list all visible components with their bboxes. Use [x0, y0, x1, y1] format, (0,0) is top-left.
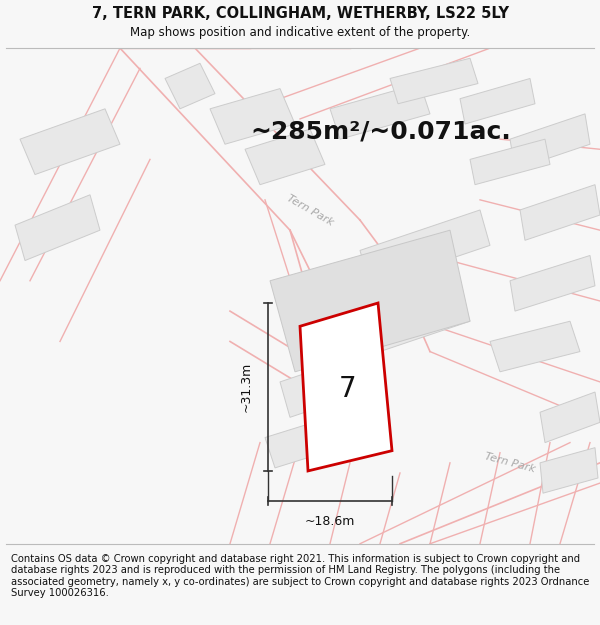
Polygon shape [540, 448, 598, 493]
Polygon shape [210, 89, 295, 144]
Text: ~18.6m: ~18.6m [305, 515, 355, 528]
Polygon shape [470, 139, 550, 184]
Polygon shape [510, 114, 590, 169]
Text: ~31.3m: ~31.3m [239, 362, 253, 412]
Text: Tern Park: Tern Park [484, 451, 536, 474]
Polygon shape [270, 230, 470, 372]
Text: 7: 7 [339, 375, 357, 403]
Polygon shape [460, 79, 535, 124]
Polygon shape [330, 84, 430, 139]
Text: Tern Park: Tern Park [285, 192, 335, 228]
Polygon shape [265, 418, 340, 468]
Polygon shape [300, 303, 392, 471]
Polygon shape [490, 321, 580, 372]
Polygon shape [520, 184, 600, 240]
Polygon shape [15, 195, 100, 261]
Polygon shape [280, 357, 365, 418]
Polygon shape [510, 256, 595, 311]
Text: Contains OS data © Crown copyright and database right 2021. This information is : Contains OS data © Crown copyright and d… [11, 554, 589, 598]
Text: ~285m²/~0.071ac.: ~285m²/~0.071ac. [250, 119, 511, 143]
Text: Map shows position and indicative extent of the property.: Map shows position and indicative extent… [130, 26, 470, 39]
Polygon shape [245, 129, 325, 184]
Polygon shape [390, 58, 478, 104]
Polygon shape [165, 63, 215, 109]
Polygon shape [360, 210, 490, 286]
Polygon shape [370, 291, 470, 352]
Polygon shape [20, 109, 120, 174]
Polygon shape [540, 392, 600, 442]
Text: 7, TERN PARK, COLLINGHAM, WETHERBY, LS22 5LY: 7, TERN PARK, COLLINGHAM, WETHERBY, LS22… [91, 6, 509, 21]
